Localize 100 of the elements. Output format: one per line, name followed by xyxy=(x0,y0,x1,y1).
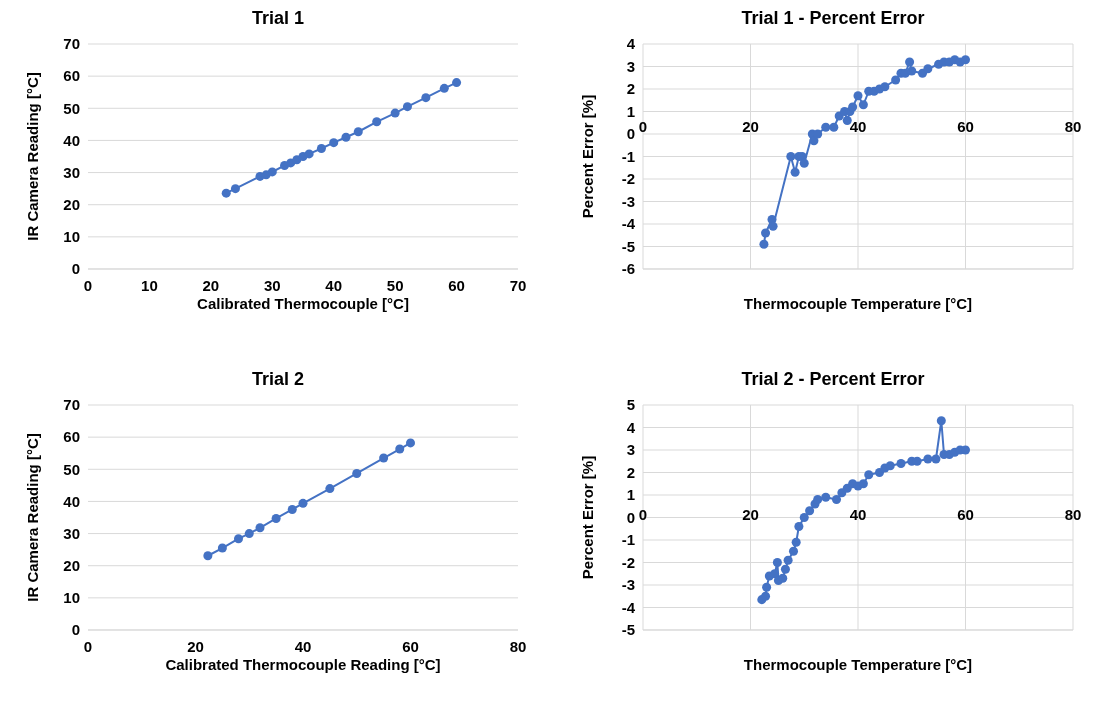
y-tick-label: -2 xyxy=(621,553,635,571)
y-tick-label: -5 xyxy=(621,621,635,639)
point xyxy=(329,138,339,148)
point xyxy=(813,494,823,505)
y-tick-label: 70 xyxy=(63,396,80,414)
point xyxy=(230,184,240,194)
x-tick-label: 40 xyxy=(294,638,312,655)
x-tick-label: 20 xyxy=(742,505,759,523)
point xyxy=(896,458,906,469)
point xyxy=(885,461,895,471)
point xyxy=(799,512,809,523)
point xyxy=(452,78,462,88)
point xyxy=(772,557,782,568)
point xyxy=(255,523,265,533)
y-axis-title: IR Camera Reading [°C] xyxy=(24,72,42,241)
y-tick-label: -1 xyxy=(621,531,635,549)
x-axis-title: Thermocouple Temperature [°C] xyxy=(743,295,973,312)
point xyxy=(770,569,780,579)
point xyxy=(203,551,213,561)
y-axis-title: Percent Error [%] xyxy=(579,455,597,580)
point xyxy=(821,492,831,502)
x-tick-label: 40 xyxy=(849,505,867,523)
point xyxy=(379,453,389,463)
y-tick-label: 50 xyxy=(63,460,80,478)
x-tick-label: 30 xyxy=(263,277,281,294)
x-tick-label: 0 xyxy=(638,505,648,523)
y-tick-label: 4 xyxy=(626,418,636,436)
point xyxy=(221,188,231,198)
point xyxy=(287,504,297,514)
y-tick-label: 40 xyxy=(63,131,80,149)
point xyxy=(931,454,941,464)
point xyxy=(244,529,254,539)
y-tick-label: 4 xyxy=(626,35,636,53)
x-tick-label: 60 xyxy=(402,638,419,655)
x-tick-label: 0 xyxy=(83,277,93,294)
x-tick-label: 0 xyxy=(638,118,648,135)
point xyxy=(405,438,416,448)
x-axis-title: Calibrated Thermocouple Reading [°C] xyxy=(165,656,441,673)
chart-title: Trial 2 - Percent Error xyxy=(740,369,926,391)
point xyxy=(923,454,933,464)
y-tick-label: 60 xyxy=(63,67,80,85)
x-tick-label: 80 xyxy=(1064,505,1082,523)
y-tick-label: 50 xyxy=(63,99,80,117)
y-tick-label: -5 xyxy=(621,237,635,255)
y-tick-label: 40 xyxy=(63,492,80,510)
point xyxy=(821,122,831,132)
point xyxy=(780,564,790,574)
point xyxy=(905,57,915,67)
point xyxy=(761,228,771,238)
y-tick-label: 20 xyxy=(63,557,80,575)
x-tick-label: 50 xyxy=(386,277,404,294)
point xyxy=(917,68,928,78)
y-tick-label: 10 xyxy=(63,228,80,246)
point xyxy=(341,132,351,142)
y-tick-label: 30 xyxy=(63,524,80,542)
y-tick-label: 3 xyxy=(626,57,635,75)
point xyxy=(788,546,799,556)
y-tick-label: 1 xyxy=(626,102,635,120)
x-tick-label: 80 xyxy=(1064,118,1082,135)
point xyxy=(761,591,771,601)
y-tick-label: -3 xyxy=(621,576,635,594)
point xyxy=(786,151,796,162)
point xyxy=(791,537,801,547)
x-tick-label: 20 xyxy=(202,277,220,294)
point xyxy=(759,239,769,249)
point xyxy=(880,82,890,92)
point xyxy=(439,83,449,93)
point xyxy=(799,158,809,168)
y-tick-label: 10 xyxy=(63,589,80,607)
y-tick-label: 30 xyxy=(63,163,80,181)
point xyxy=(831,494,842,505)
point xyxy=(891,75,901,85)
y-tick-label: 2 xyxy=(626,463,635,481)
x-tick-label: 60 xyxy=(957,505,974,523)
point xyxy=(395,444,405,454)
point xyxy=(217,543,227,553)
point xyxy=(325,484,335,494)
point xyxy=(267,167,277,177)
y-axis-title: Percent Error [%] xyxy=(579,94,597,219)
point xyxy=(864,470,874,480)
point xyxy=(853,91,863,101)
y-tick-label: -6 xyxy=(621,260,635,278)
x-axis-title: Calibrated Thermocouple [°C] xyxy=(197,295,409,312)
y-tick-label: 3 xyxy=(626,441,635,459)
point xyxy=(923,64,933,74)
x-tick-label: 0 xyxy=(83,638,93,655)
point xyxy=(783,555,793,565)
point xyxy=(390,108,400,118)
point xyxy=(352,468,362,478)
point xyxy=(233,534,244,544)
x-axis-title: Thermocouple Temperature [°C] xyxy=(743,656,973,673)
point xyxy=(907,66,917,76)
point xyxy=(271,513,281,523)
y-tick-label: -1 xyxy=(621,147,635,165)
point xyxy=(372,117,382,127)
point xyxy=(848,102,858,112)
point xyxy=(829,122,839,132)
y-tick-label: 5 xyxy=(626,396,635,414)
x-tick-label: 60 xyxy=(448,277,465,294)
y-tick-label: 2 xyxy=(626,80,635,98)
